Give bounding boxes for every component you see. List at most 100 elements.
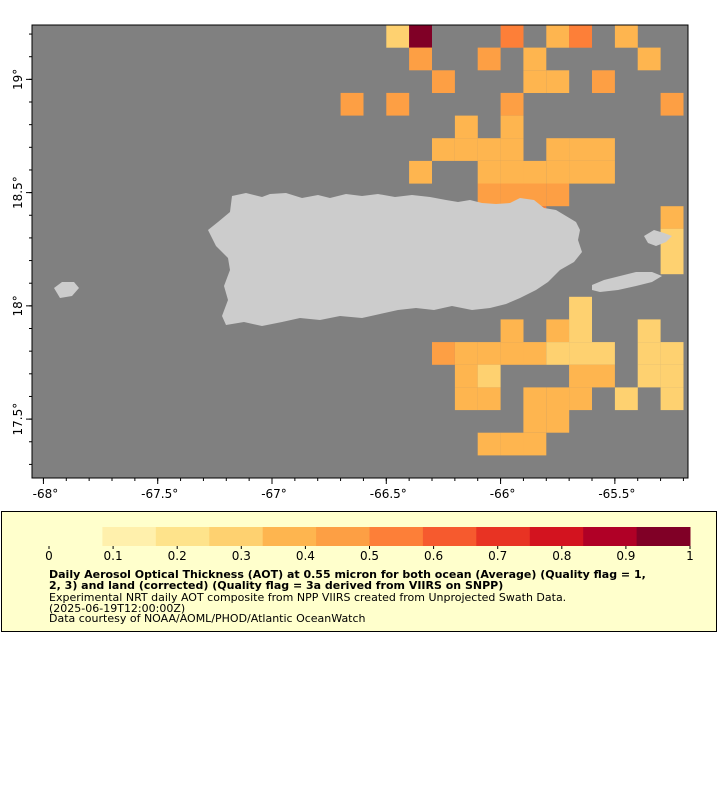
y-axis: 17.5° 18° 18.5° 19° bbox=[11, 33, 32, 465]
aot-cell bbox=[637, 364, 661, 388]
aot-cell bbox=[660, 92, 684, 116]
colorbar-swatch bbox=[583, 527, 638, 546]
aot-cell bbox=[546, 319, 570, 343]
aot-cell bbox=[614, 387, 638, 411]
aot-cell bbox=[546, 183, 570, 207]
aot-cell bbox=[340, 92, 364, 116]
aot-cell bbox=[477, 47, 501, 71]
aot-cell bbox=[523, 160, 547, 184]
aot-cell bbox=[569, 296, 592, 320]
mona-island bbox=[54, 282, 79, 298]
aot-map: -68° -67.5° -67° -66.5° -66° -65.5° 17.5°18°1… bbox=[11, 24, 689, 501]
colorbar-tick-label: 0 bbox=[45, 549, 53, 562]
aot-cell bbox=[477, 387, 501, 411]
colorbar-swatch bbox=[316, 527, 370, 546]
colorbar-swatch bbox=[209, 527, 264, 546]
aot-cell bbox=[477, 432, 501, 456]
x-tick-label: -67.5° bbox=[141, 487, 178, 501]
aot-cell bbox=[500, 92, 524, 116]
aot-cell bbox=[546, 410, 570, 433]
puerto-rico-land bbox=[208, 193, 582, 326]
aot-cell bbox=[546, 342, 570, 365]
colorbar-swatch bbox=[529, 527, 584, 546]
legend-title: Daily Aerosol Optical Thickness (AOT) at… bbox=[49, 568, 646, 592]
colorbar-tick-label: 0.1 bbox=[104, 549, 123, 562]
aot-cell bbox=[477, 138, 501, 161]
aot-cell bbox=[546, 387, 570, 411]
aot-cell bbox=[500, 319, 524, 343]
aot-cell bbox=[386, 25, 410, 48]
aot-cell bbox=[477, 160, 501, 184]
aot-cells bbox=[340, 25, 684, 456]
colorbar-tick-label: 0.3 bbox=[232, 549, 251, 562]
aot-cell bbox=[546, 138, 570, 161]
colorbar-swatch bbox=[49, 527, 103, 546]
aot-cell bbox=[569, 342, 592, 365]
legend-subtitle: Experimental NRT daily AOT composite fro… bbox=[49, 591, 567, 615]
aot-cell bbox=[523, 70, 547, 93]
aot-cell bbox=[523, 47, 547, 71]
aot-cell bbox=[500, 25, 524, 48]
aot-cell bbox=[569, 25, 592, 48]
colorbar-swatch bbox=[155, 527, 210, 546]
colorbar: 0 0.1 0.2 0.3 0.4 0.5 0.6 0.7 0.8 0.9 1 bbox=[45, 527, 694, 562]
y-tick-label: 18° bbox=[11, 295, 25, 316]
legend-credit: Data courtesy of NOAA/AOML/PHOD/Atlantic… bbox=[49, 612, 366, 625]
map-panel: -68° -67.5° -67° -66.5° -66° -65.5° 17.5° 18° 1… bbox=[11, 24, 689, 501]
aot-cell bbox=[523, 410, 547, 433]
aot-cell bbox=[454, 115, 478, 139]
aot-cell bbox=[409, 47, 432, 71]
aot-cell bbox=[500, 342, 524, 365]
map-plot-area: -68° -67.5° -67° -66.5° -66° -65.5° 17.5°18°1… bbox=[11, 24, 689, 501]
culebra-island bbox=[644, 230, 672, 246]
aot-cell bbox=[592, 364, 615, 388]
colorbar-labels: 0 0.1 0.2 0.3 0.4 0.5 0.6 0.7 0.8 0.9 1 bbox=[45, 546, 694, 562]
colorbar-swatch bbox=[102, 527, 157, 546]
aot-cell bbox=[454, 138, 478, 161]
aot-cell bbox=[592, 160, 615, 184]
aot-cell bbox=[614, 25, 638, 48]
aot-cell bbox=[546, 160, 570, 184]
colorbar-tick-label: 0.6 bbox=[424, 549, 443, 562]
aot-cell bbox=[637, 47, 661, 71]
colorbar-swatch bbox=[262, 527, 317, 546]
aot-cell bbox=[569, 319, 592, 343]
aot-cell bbox=[523, 342, 547, 365]
aot-cell bbox=[500, 115, 524, 139]
aot-cell bbox=[592, 138, 615, 161]
x-tick-label: -65.5° bbox=[598, 487, 635, 501]
x-tick-label: -66° bbox=[490, 487, 516, 501]
aot-cell bbox=[569, 364, 592, 388]
aot-cell bbox=[500, 432, 524, 456]
x-tick-label: -68° bbox=[33, 487, 59, 501]
aot-cell bbox=[546, 25, 570, 48]
aot-cell bbox=[477, 364, 501, 388]
colorbar-tick-label: 0.2 bbox=[168, 549, 187, 562]
aot-cell bbox=[660, 342, 684, 365]
aot-cell bbox=[569, 160, 592, 184]
vieques-island bbox=[592, 272, 662, 292]
aot-cell bbox=[432, 70, 455, 93]
aot-cell bbox=[386, 92, 410, 116]
aot-cell bbox=[592, 70, 615, 93]
colorbar-swatch bbox=[422, 527, 477, 546]
aot-cell bbox=[500, 160, 524, 184]
colorbar-swatch bbox=[636, 527, 691, 546]
colorbar-swatch bbox=[369, 527, 424, 546]
legend-panel: 0 0.1 0.2 0.3 0.4 0.5 0.6 0.7 0.8 0.9 1 Daily Aero… bbox=[1, 511, 717, 632]
aot-cell bbox=[660, 206, 684, 229]
colorbar-tick-label: 0.5 bbox=[360, 549, 379, 562]
y-tick-label: 19° bbox=[11, 69, 25, 90]
land-masses bbox=[54, 193, 672, 326]
aot-cell bbox=[637, 342, 661, 365]
aot-cell bbox=[569, 138, 592, 161]
aot-cell bbox=[477, 183, 501, 207]
aot-cell bbox=[454, 342, 478, 365]
aot-cell bbox=[660, 364, 684, 388]
y-tick-label: 17.5° bbox=[11, 403, 25, 436]
aot-cell bbox=[409, 25, 432, 48]
aot-cell bbox=[454, 364, 478, 388]
aot-cell bbox=[523, 432, 547, 456]
aot-cell bbox=[432, 138, 455, 161]
x-tick-label: -67° bbox=[261, 487, 287, 501]
